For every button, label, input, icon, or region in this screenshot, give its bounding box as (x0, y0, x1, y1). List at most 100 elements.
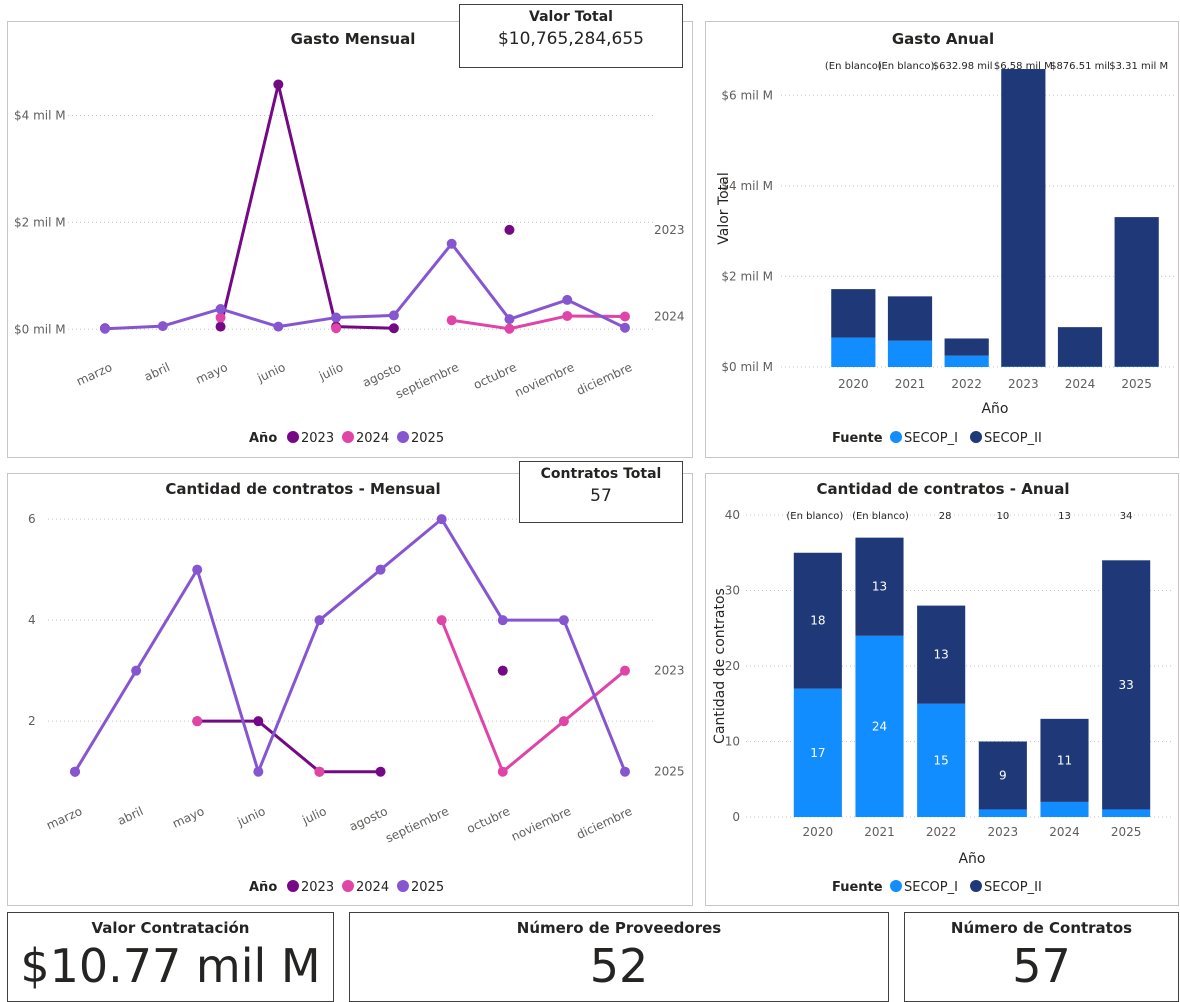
numero-proveedores-kpi: Número de Proveedores 52 (349, 912, 889, 1002)
x-tick-label: 2023 (988, 825, 1019, 839)
x-tick-label: agosto (347, 804, 390, 834)
y-tick-label: 2 (28, 714, 36, 728)
x-tick-label: 2020 (838, 377, 869, 391)
legend-title: Fuente (832, 431, 883, 446)
series-end-label: 2023 (654, 664, 685, 678)
data-point-2024 (559, 716, 569, 726)
bar-total-label: $632.98 mil (933, 61, 993, 72)
valor-total-value: $10,765,284,655 (460, 29, 682, 49)
data-point-2025 (216, 304, 226, 314)
x-tick-label: diciembre (574, 360, 634, 398)
data-point-2025 (158, 321, 168, 331)
data-point-2024 (447, 315, 457, 325)
data-point-2024 (216, 313, 226, 323)
legend-title: Año (249, 880, 277, 895)
bar-SECOP_II-2023 (1001, 69, 1045, 367)
series-line-2023 (221, 84, 394, 328)
data-point-2025 (331, 313, 341, 323)
legend-item: SECOP_I (904, 880, 958, 895)
bar-SECOP_I-2024 (1040, 802, 1088, 817)
bar-data-label: 9 (999, 768, 1007, 782)
data-point-2024 (504, 324, 514, 334)
legend-item: 2025 (411, 431, 444, 446)
chart-title: Cantidad de contratos - Mensual (165, 480, 440, 498)
legend-marker (970, 431, 982, 443)
x-tick-label: abril (115, 804, 145, 828)
data-point-2025 (192, 565, 202, 575)
data-point-2025 (437, 514, 447, 524)
data-point-2023 (498, 666, 508, 676)
bar-data-label: 24 (872, 719, 887, 733)
data-point-2023 (376, 767, 386, 777)
x-tick-label: junio (234, 804, 267, 829)
data-point-2025 (559, 615, 569, 625)
bar-SECOP_I-2020 (831, 338, 875, 367)
data-point-2024 (620, 666, 630, 676)
legend-marker (287, 431, 299, 443)
legend-item: 2024 (356, 431, 389, 446)
x-tick-label: marzo (74, 360, 114, 389)
data-point-2024 (562, 311, 572, 321)
bar-SECOP_II-2025 (1115, 217, 1159, 366)
x-tick-label: mayo (194, 360, 230, 387)
legend-item: 2023 (301, 880, 334, 895)
bar-data-label: 11 (1057, 753, 1072, 767)
data-point-2024 (498, 767, 508, 777)
y-tick-label: 40 (725, 508, 740, 522)
legend-item: 2024 (356, 880, 389, 895)
contratos-total-value: 57 (520, 486, 682, 506)
numero-contratos-kpi: Número de Contratos 57 (904, 912, 1179, 1002)
series-end-label: 2023 (654, 223, 685, 237)
valor-total-title: Valor Total (460, 9, 682, 25)
data-point-2025 (504, 314, 514, 324)
x-tick-label: noviembre (512, 360, 576, 400)
legend-marker (890, 431, 902, 443)
legend-title: Fuente (832, 880, 883, 895)
y-tick-label: $2 mil M (721, 269, 773, 283)
data-point-2025 (100, 324, 110, 334)
data-point-2024 (192, 716, 202, 726)
bar-data-label: 13 (934, 648, 949, 662)
numero-contratos-value: 57 (905, 939, 1178, 993)
bar-data-label: 18 (810, 614, 825, 628)
gasto-anual-chart: Gasto Anual$0 mil M$2 mil M$4 mil M$6 mi… (706, 22, 1178, 457)
valor-contratacion-value: $10.77 mil M (8, 939, 333, 993)
data-point-2025 (620, 767, 630, 777)
series-end-label: 2024 (654, 309, 685, 323)
bar-SECOP_II-2020 (831, 289, 875, 337)
legend-marker (342, 880, 354, 892)
x-tick-label: julio (316, 360, 345, 384)
bar-total-label: (En blanco) (825, 61, 882, 72)
bar-total-label: (En blanco) (878, 61, 935, 72)
legend-marker (342, 431, 354, 443)
x-tick-label: 2021 (864, 825, 895, 839)
data-point-2024 (314, 767, 324, 777)
x-tick-label: noviembre (509, 804, 573, 844)
x-tick-label: julio (299, 804, 328, 828)
data-point-2023 (216, 322, 226, 332)
legend-marker (397, 431, 409, 443)
legend-marker (970, 880, 982, 892)
contratos-total-title: Contratos Total (520, 466, 682, 482)
numero-proveedores-value: 52 (350, 939, 888, 993)
data-point-2025 (562, 295, 572, 305)
numero-contratos-title: Número de Contratos (905, 919, 1178, 937)
legend-marker (890, 880, 902, 892)
x-tick-label: 2023 (1008, 377, 1039, 391)
bar-data-label: 17 (810, 746, 825, 760)
data-point-2024 (620, 311, 630, 321)
data-point-2023 (504, 225, 514, 235)
data-point-2023 (273, 79, 283, 89)
data-point-2025 (70, 767, 80, 777)
x-axis-label: Año (981, 401, 1008, 417)
data-point-2025 (447, 239, 457, 249)
contratos-total-card: Contratos Total 57 (519, 461, 683, 523)
y-tick-label: $0 mil M (14, 322, 66, 336)
x-tick-label: septiembre (393, 360, 461, 401)
valor-total-card: Valor Total $10,765,284,655 (459, 4, 683, 68)
y-tick-label: 0 (732, 810, 740, 824)
y-axis-label: Cantidad de contratos (712, 588, 728, 744)
x-tick-label: 2022 (951, 377, 982, 391)
